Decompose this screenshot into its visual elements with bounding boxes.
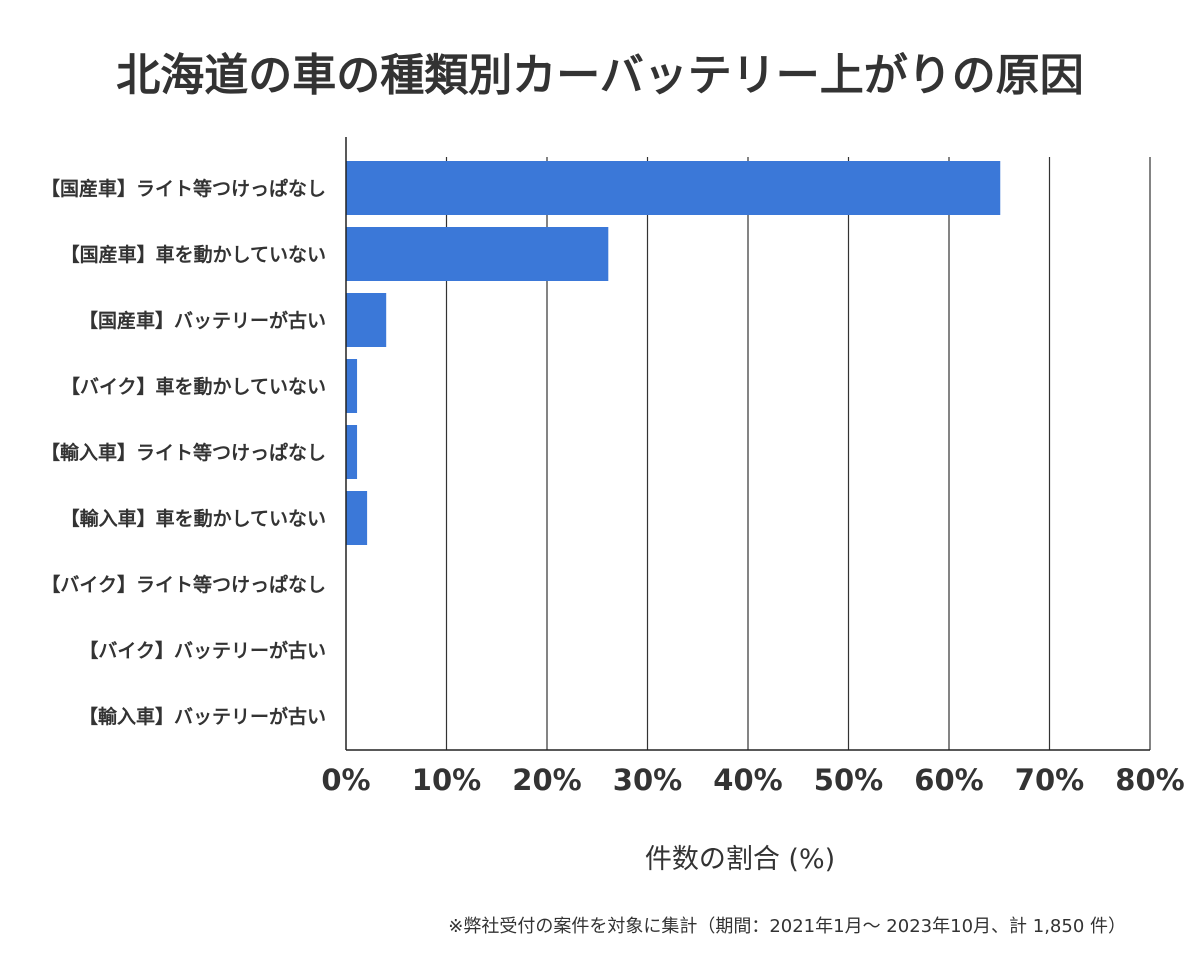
category-label-1: 【国産車】ライト等つけっぱなし: [41, 177, 326, 200]
bar-4: [346, 359, 358, 413]
x-tick-label-50: 50%: [814, 763, 883, 797]
x-tick-label-40: 40%: [713, 763, 782, 797]
category-label-7: 【バイク】ライト等つけっぱなし: [41, 573, 326, 596]
category-labels: 【国産車】ライト等つけっぱなし【国産車】車を動かしていない【国産車】バッテリーが…: [41, 177, 326, 728]
category-label-8: 【バイク】バッテリーが古い: [79, 639, 326, 662]
category-label-3: 【国産車】バッテリーが古い: [79, 309, 326, 332]
category-label-6: 【輸入車】車を動かしていない: [61, 507, 326, 530]
bar-2: [346, 227, 609, 281]
x-axis-label: 件数の割合 (%): [645, 844, 835, 875]
bar-3: [346, 293, 387, 347]
x-tick-label-60: 60%: [914, 763, 983, 797]
category-label-9: 【輸入車】バッテリーが古い: [79, 705, 326, 728]
tick-labels: 0% 10% 20% 30% 40% 50% 60% 70% 80%: [321, 763, 1184, 797]
bars: [346, 161, 1001, 545]
x-tick-label-10: 10%: [412, 763, 481, 797]
x-tick-label-20: 20%: [512, 763, 581, 797]
x-tick-label-80: 80%: [1115, 763, 1184, 797]
bar-6: [346, 491, 368, 545]
footnote: ※弊社受付の案件を対象に集計（期間：2021年1月～ 2023年10月、計 1,…: [448, 916, 1126, 937]
chart-title: 北海道の車の種類別カーバッテリー上がりの原因: [116, 50, 1084, 101]
x-tick-label-70: 70%: [1015, 763, 1084, 797]
category-label-4: 【バイク】車を動かしていない: [61, 375, 326, 398]
category-label-5: 【輸入車】ライト等つけっぱなし: [41, 441, 326, 464]
category-label-2: 【国産車】車を動かしていない: [61, 243, 326, 266]
bar-1: [346, 161, 1001, 215]
axes: [345, 137, 1150, 751]
bar-5: [346, 425, 358, 479]
x-tick-label-0: 0%: [321, 763, 370, 797]
x-tick-label-30: 30%: [613, 763, 682, 797]
